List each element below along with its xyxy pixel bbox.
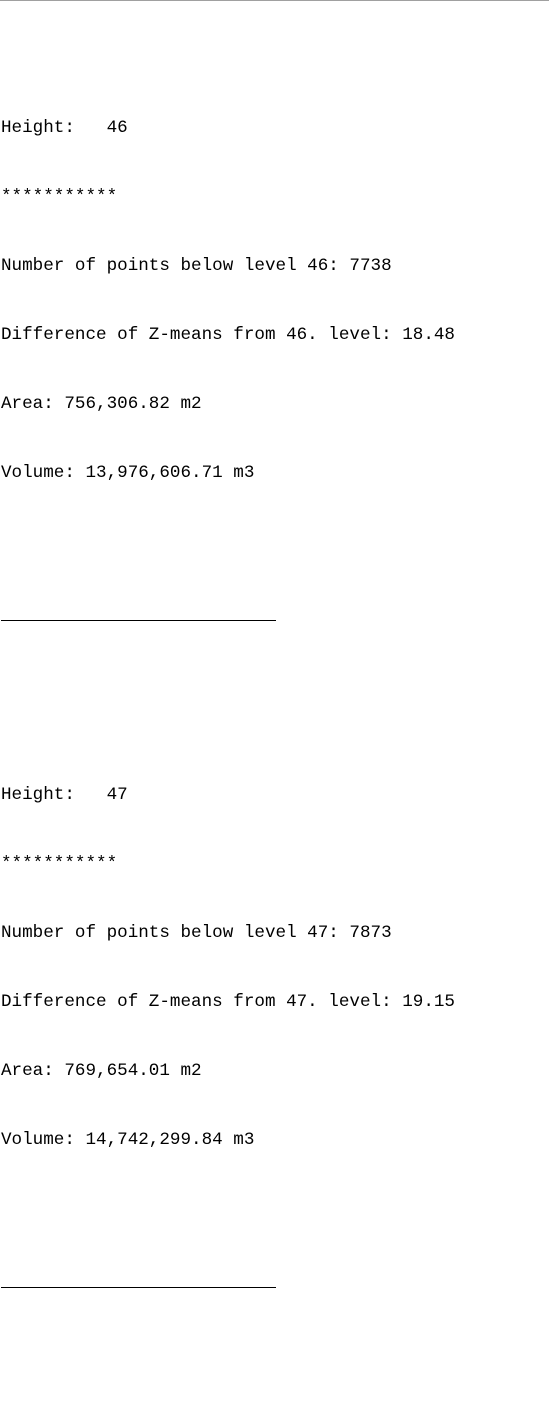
- points-below-line: Number of points below level 47: 7873: [1, 923, 392, 943]
- height-line: Height: 47: [1, 784, 455, 807]
- area-line: Area: 769,654.01 m2: [1, 1061, 202, 1081]
- z-means-difference-line: Difference of Z-means from 47. level: 19…: [1, 992, 455, 1012]
- height-value: 47: [106, 785, 128, 805]
- separator-line: [1, 600, 455, 623]
- area-line: Area: 756,306.82 m2: [1, 394, 202, 414]
- points-below-line: Number of points below level 46: 7738: [1, 256, 392, 276]
- height-value: 46: [106, 118, 128, 138]
- height-line: Height: 46: [1, 117, 455, 140]
- height-label: Height:: [1, 118, 75, 138]
- height-block-47: Height: 47 *********** Number of points …: [1, 738, 455, 1336]
- console-output: Height: 46 *********** Number of points …: [1, 2, 455, 1402]
- volume-line: Volume: 14,742,299.84 m3: [1, 1130, 255, 1150]
- blank-line: [1, 1198, 455, 1221]
- volume-line: Volume: 13,976,606.71 m3: [1, 463, 255, 483]
- height-label: Height:: [1, 785, 75, 805]
- z-means-difference-line: Difference of Z-means from 46. level: 18…: [1, 325, 455, 345]
- stars-underline: ***********: [1, 854, 118, 874]
- blank-line: [1, 531, 455, 554]
- separator-line: [1, 1267, 455, 1290]
- stars-underline: ***********: [1, 187, 118, 207]
- height-block-46: Height: 46 *********** Number of points …: [1, 71, 455, 669]
